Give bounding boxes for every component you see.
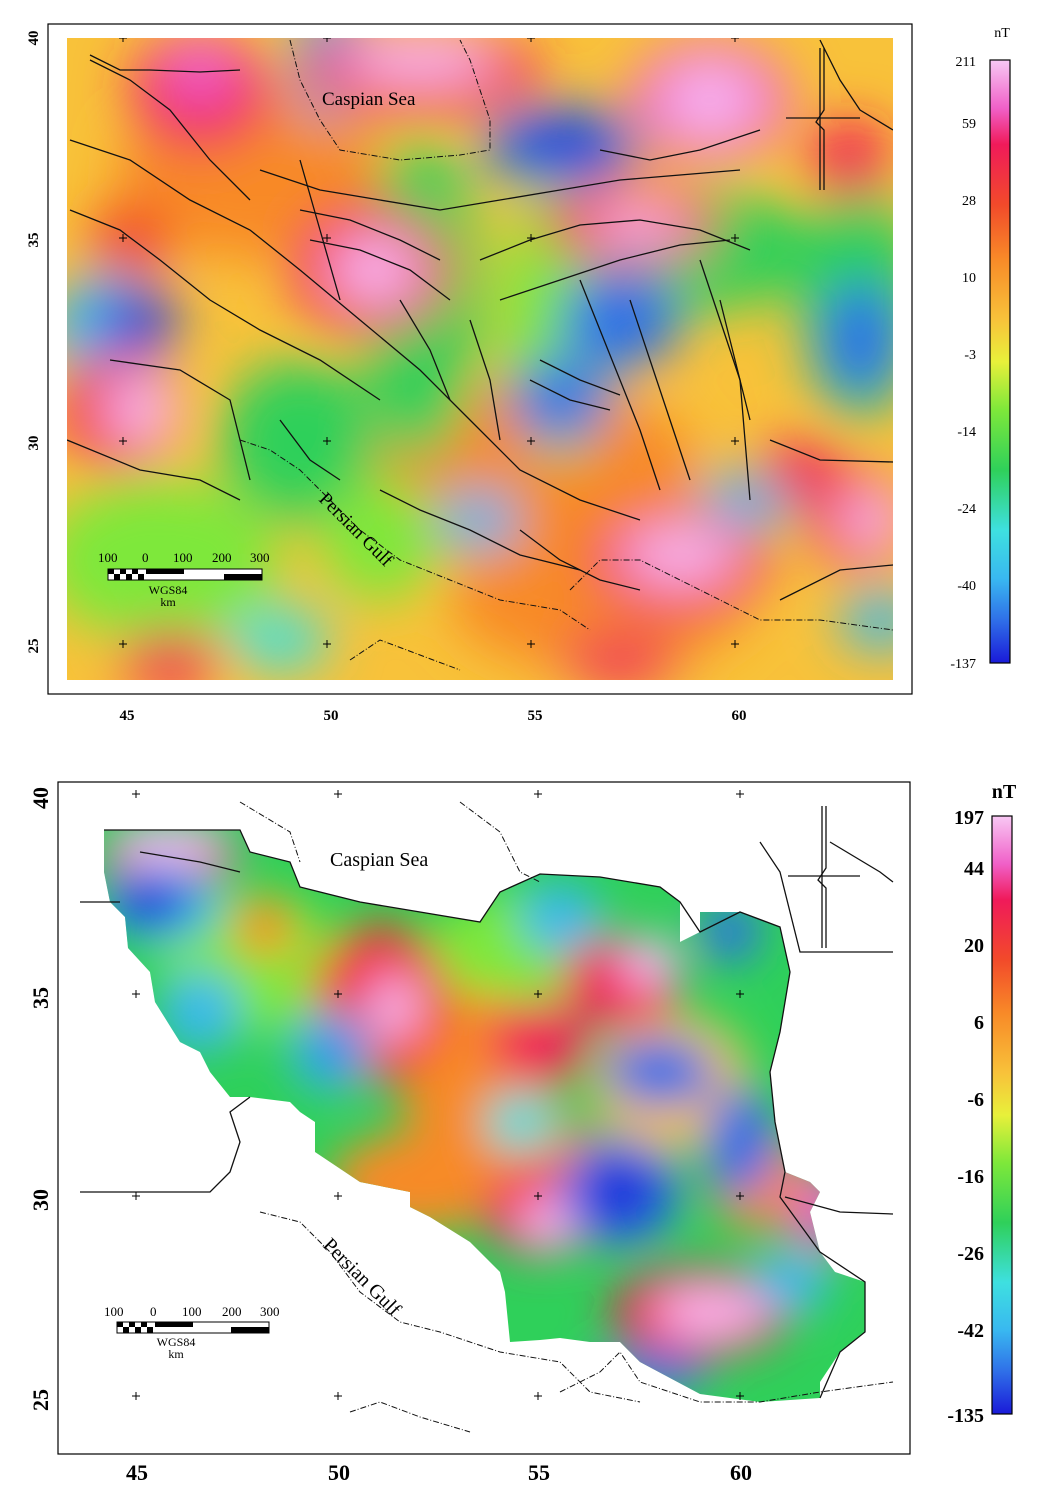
colorbar-tick: -137 bbox=[950, 657, 976, 672]
top-grid-crosses bbox=[119, 38, 739, 648]
colorbar-tick: -26 bbox=[957, 1243, 984, 1265]
scale-number: 100 bbox=[182, 1304, 202, 1319]
colorbar-tick: 197 bbox=[954, 807, 984, 829]
scale-number: 200 bbox=[212, 550, 232, 565]
top-coastlines bbox=[239, 39, 893, 671]
y-tick-label: 35 bbox=[26, 233, 42, 248]
bottom-map-svg: Caspian Sea Persian Gulf 100 0 100 200 3… bbox=[28, 781, 1017, 1485]
bottom-colorbar: nT 197 44 20 6 -6 -16 -26 -42 -135 bbox=[947, 781, 1017, 1427]
colorbar-tick: 59 bbox=[962, 117, 976, 132]
x-tick-label: 55 bbox=[528, 1460, 550, 1485]
bottom-north-arrow-icon bbox=[788, 806, 860, 948]
y-tick-label: 25 bbox=[26, 639, 42, 654]
y-tick-label: 30 bbox=[26, 436, 42, 451]
y-tick-label: 40 bbox=[26, 31, 42, 46]
bottom-grid-crosses bbox=[132, 790, 744, 1400]
x-tick-label: 55 bbox=[528, 708, 543, 724]
colorbar-tick: -16 bbox=[957, 1166, 984, 1188]
bottom-border-lines bbox=[80, 829, 894, 1399]
colorbar-tick: 20 bbox=[964, 935, 984, 957]
bottom-coastlines bbox=[239, 801, 894, 1433]
bottom-caspian-sea-label: Caspian Sea bbox=[330, 849, 428, 871]
bottom-scale-bar: 100 0 100 200 300 WGS84 km bbox=[104, 1304, 280, 1361]
scale-datum-label: WGS84 bbox=[149, 583, 188, 597]
bottom-x-axis: 45 50 55 60 bbox=[126, 1460, 752, 1485]
scale-number: 0 bbox=[150, 1304, 157, 1319]
y-tick-label: 35 bbox=[28, 987, 53, 1009]
top-map-svg: Caspian Sea Persian Gulf 100 0 100 200 3… bbox=[26, 23, 1011, 724]
scale-number: 100 bbox=[173, 550, 193, 565]
colorbar-tick: 44 bbox=[964, 858, 984, 880]
x-tick-label: 45 bbox=[120, 708, 135, 724]
scale-number: 300 bbox=[260, 1304, 280, 1319]
colorbar-tick: -24 bbox=[957, 502, 976, 517]
colorbar-tick: -6 bbox=[967, 1089, 984, 1111]
colorbar-unit-label: nT bbox=[994, 26, 1010, 41]
top-scale-bar: 100 0 100 200 300 WGS84 km bbox=[98, 550, 270, 609]
y-tick-label: 30 bbox=[28, 1189, 53, 1211]
top-north-arrow-icon bbox=[786, 48, 860, 190]
bottom-y-axis: 40 35 30 25 bbox=[28, 787, 53, 1411]
y-tick-label: 40 bbox=[28, 787, 53, 809]
scale-number: 300 bbox=[250, 550, 270, 565]
x-tick-label: 50 bbox=[328, 1460, 350, 1485]
scale-number: 200 bbox=[222, 1304, 242, 1319]
colorbar-tick: 10 bbox=[962, 271, 976, 286]
bottom-map-panel: Caspian Sea Persian Gulf 100 0 100 200 3… bbox=[0, 752, 1042, 1486]
scale-unit-label: km bbox=[168, 1347, 184, 1361]
x-tick-label: 45 bbox=[126, 1460, 148, 1485]
x-tick-label: 60 bbox=[730, 1460, 752, 1485]
scale-datum-label: WGS84 bbox=[157, 1335, 196, 1349]
y-tick-label: 25 bbox=[28, 1389, 53, 1411]
colorbar-tick: -42 bbox=[957, 1320, 984, 1342]
x-tick-label: 50 bbox=[324, 708, 339, 724]
colorbar-tick: 6 bbox=[974, 1012, 984, 1034]
colorbar-tick: 28 bbox=[962, 194, 976, 209]
scale-number: 100 bbox=[98, 550, 118, 565]
colorbar-tick: -14 bbox=[957, 425, 976, 440]
top-x-axis: 45 50 55 60 bbox=[120, 708, 747, 724]
top-fault-lines bbox=[67, 39, 893, 601]
top-colorbar: nT 211 59 28 10 -3 -14 -24 -40 -137 bbox=[950, 26, 1011, 672]
x-tick-label: 60 bbox=[732, 708, 747, 724]
top-y-axis: 40 35 30 25 bbox=[26, 31, 42, 654]
colorbar-tick: -40 bbox=[957, 579, 976, 594]
top-caspian-sea-label: Caspian Sea bbox=[322, 89, 416, 110]
scale-unit-label: km bbox=[160, 595, 176, 609]
scale-number: 100 bbox=[104, 1304, 124, 1319]
top-map-panel: Caspian Sea Persian Gulf 100 0 100 200 3… bbox=[0, 0, 1042, 730]
colorbar-tick: 211 bbox=[956, 55, 976, 70]
colorbar-tick: -135 bbox=[947, 1405, 984, 1427]
scale-number: 0 bbox=[142, 550, 149, 565]
colorbar-unit-label: nT bbox=[992, 781, 1017, 803]
colorbar-tick: -3 bbox=[964, 348, 976, 363]
